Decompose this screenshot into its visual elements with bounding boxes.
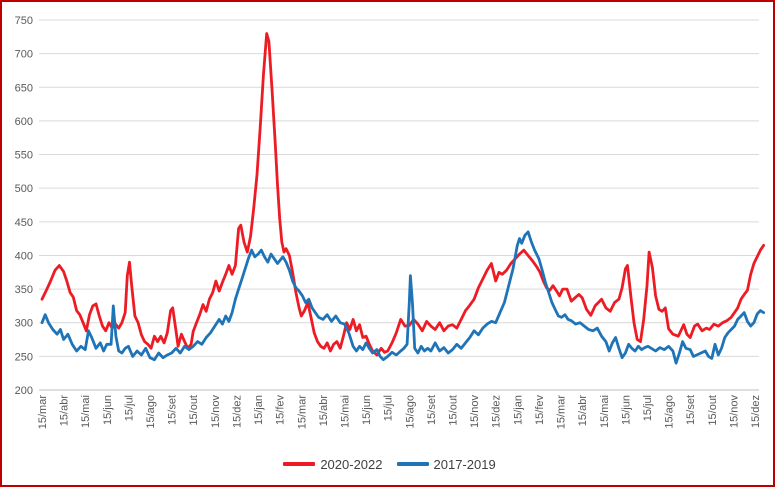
x-axis-tick-label: 15/jan xyxy=(253,395,265,425)
x-axis-tick-label: 15/dez xyxy=(750,395,762,428)
x-axis-tick-label: 15/jan xyxy=(512,395,524,425)
x-axis-tick-label: 15/out xyxy=(188,395,200,426)
y-axis-tick-label: 750 xyxy=(15,15,33,27)
x-axis-tick-label: 15/mar xyxy=(296,395,308,430)
x-axis-tick-label: 15/mar xyxy=(37,395,49,430)
legend-label-2020-2022: 2020-2022 xyxy=(320,456,383,472)
x-axis-tick-label: 15/jun xyxy=(620,395,632,425)
x-axis-tick-label: 15/mai xyxy=(339,395,351,428)
legend-swatch-blue xyxy=(396,462,429,466)
x-axis-tick-label: 15/abr xyxy=(59,395,71,427)
y-axis-tick-label: 650 xyxy=(15,82,33,94)
x-axis-tick-label: 15/abr xyxy=(318,395,330,427)
x-axis-tick-label: 15/set xyxy=(426,395,438,425)
x-axis-tick-label: 15/ago xyxy=(145,395,157,429)
y-axis-tick-label: 250 xyxy=(15,351,33,363)
x-axis-tick-label: 15/abr xyxy=(577,395,589,427)
x-axis-tick-label: 15/set xyxy=(167,395,179,425)
x-axis-tick-label: 15/ago xyxy=(664,395,676,429)
legend-item-2017-2019: 2017-2019 xyxy=(396,456,496,472)
x-axis-tick-label: 15/jun xyxy=(102,395,114,425)
x-axis-tick-label: 15/nov xyxy=(728,395,740,429)
x-axis-tick-label: 15/out xyxy=(448,395,460,426)
y-axis-tick-label: 450 xyxy=(15,217,33,229)
legend-swatch-red xyxy=(283,462,316,466)
x-axis-tick-label: 15/jul xyxy=(642,395,654,421)
legend-item-2020-2022: 2020-2022 xyxy=(283,456,383,472)
x-axis-tick-label: 15/dez xyxy=(491,395,503,428)
x-axis-tick-label: 15/ago xyxy=(404,395,416,429)
y-axis-tick-label: 500 xyxy=(15,183,33,195)
y-axis-tick-label: 350 xyxy=(15,284,33,296)
y-axis-tick-label: 200 xyxy=(15,385,33,397)
x-axis-tick-label: 15/nov xyxy=(210,395,222,429)
x-axis-tick-label: 15/mar xyxy=(556,395,568,430)
x-axis-tick-label: 15/jul xyxy=(383,395,395,421)
y-axis-tick-label: 700 xyxy=(15,49,33,61)
y-axis-tick-label: 600 xyxy=(15,116,33,128)
x-axis-tick-label: 15/set xyxy=(685,395,697,425)
series-2017-2019-line xyxy=(40,230,765,365)
y-axis-tick-label: 300 xyxy=(15,318,33,330)
legend-label-2017-2019: 2017-2019 xyxy=(433,456,496,472)
y-axis-tick-label: 400 xyxy=(15,250,33,262)
y-axis-tick-label: 550 xyxy=(15,150,33,162)
line-chart: 200 250 300 350 400 450 500 550 600 650 700 750 15/m… xyxy=(15,15,765,430)
x-axis-tick-label: 15/out xyxy=(707,395,719,426)
x-axis-tick-label: 15/mai xyxy=(80,395,92,428)
x-axis-tick-label: 15/mai xyxy=(599,395,611,428)
x-axis-tick-label: 15/nov xyxy=(469,395,481,429)
x-axis-tick-label: 15/dez xyxy=(231,395,243,428)
x-axis-tick-label: 15/jul xyxy=(123,395,135,421)
x-axis-tick-label: 15/fev xyxy=(534,395,546,425)
legend: 2020-2022 2017-2019 xyxy=(2,453,773,475)
series-2020-2022-line xyxy=(40,32,765,357)
x-axis-tick-label: 15/fev xyxy=(275,395,287,425)
x-axis-tick-label: 15/jun xyxy=(361,395,373,425)
